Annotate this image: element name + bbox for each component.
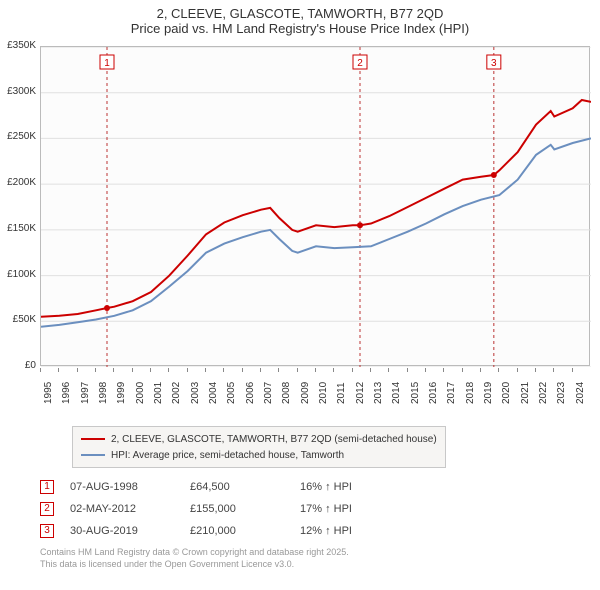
x-tick-label: 2020 [501, 382, 512, 404]
legend-label-hpi: HPI: Average price, semi-detached house,… [111, 450, 344, 461]
x-tick-label: 2002 [171, 382, 182, 404]
x-tick-label: 2019 [483, 382, 494, 404]
x-tick-label: 1996 [61, 382, 72, 404]
event-diff-2: 17% ↑ HPI [300, 503, 352, 515]
footer-line-1: Contains HM Land Registry data © Crown c… [40, 546, 580, 558]
x-tick-label: 1997 [80, 382, 91, 404]
x-tick-label: 2007 [263, 382, 274, 404]
y-tick-label: £0 [0, 360, 36, 371]
event-date-3: 30-AUG-2019 [70, 525, 190, 537]
x-tick-label: 2006 [245, 382, 256, 404]
event-marker-3: 3 [40, 524, 54, 538]
y-tick-label: £300K [0, 86, 36, 97]
y-tick-label: £350K [0, 40, 36, 51]
x-tick-label: 2009 [300, 382, 311, 404]
chart-titles: 2, CLEEVE, GLASCOTE, TAMWORTH, B77 2QD P… [0, 0, 600, 36]
x-tick-label: 2010 [318, 382, 329, 404]
event-marker-1: 1 [40, 480, 54, 494]
title-subtitle: Price paid vs. HM Land Registry's House … [0, 21, 600, 36]
event-date-1: 07-AUG-1998 [70, 481, 190, 493]
event-price-3: £210,000 [190, 525, 300, 537]
legend-row-hpi: HPI: Average price, semi-detached house,… [81, 447, 437, 463]
event-price-1: £64,500 [190, 481, 300, 493]
event-row-1: 1 07-AUG-1998 £64,500 16% ↑ HPI [40, 476, 570, 498]
x-tick-label: 2003 [190, 382, 201, 404]
x-tick-label: 2008 [281, 382, 292, 404]
legend-label-price: 2, CLEEVE, GLASCOTE, TAMWORTH, B77 2QD (… [111, 434, 437, 445]
x-tick-label: 1998 [98, 382, 109, 404]
svg-text:1: 1 [104, 58, 110, 69]
x-tick-label: 2014 [391, 382, 402, 404]
x-tick-label: 2012 [355, 382, 366, 404]
x-tick-label: 2024 [575, 382, 586, 404]
event-diff-1: 16% ↑ HPI [300, 481, 352, 493]
y-tick-label: £50K [0, 314, 36, 325]
x-tick-label: 2005 [226, 382, 237, 404]
x-tick-label: 2000 [135, 382, 146, 404]
legend-swatch-price [81, 438, 105, 440]
event-diff-3: 12% ↑ HPI [300, 525, 352, 537]
y-tick-label: £150K [0, 223, 36, 234]
events-table: 1 07-AUG-1998 £64,500 16% ↑ HPI 2 02-MAY… [40, 476, 570, 542]
x-tick-label: 2018 [465, 382, 476, 404]
event-row-3: 3 30-AUG-2019 £210,000 12% ↑ HPI [40, 520, 570, 542]
legend-row-price: 2, CLEEVE, GLASCOTE, TAMWORTH, B77 2QD (… [81, 431, 437, 447]
x-tick-label: 2021 [520, 382, 531, 404]
event-row-2: 2 02-MAY-2012 £155,000 17% ↑ HPI [40, 498, 570, 520]
chart-svg: 1 2 3 [41, 47, 591, 367]
x-tick-label: 2011 [336, 382, 347, 404]
legend: 2, CLEEVE, GLASCOTE, TAMWORTH, B77 2QD (… [72, 426, 446, 468]
svg-text:2: 2 [357, 58, 363, 69]
event-marker-2: 2 [40, 502, 54, 516]
y-tick-label: £200K [0, 177, 36, 188]
chart-plot: 1 2 3 [40, 46, 590, 366]
y-tick-label: £250K [0, 131, 36, 142]
x-tick-label: 2015 [410, 382, 421, 404]
x-tick-label: 2017 [446, 382, 457, 404]
x-tick-label: 1995 [43, 382, 54, 404]
y-tick-label: £100K [0, 269, 36, 280]
legend-swatch-hpi [81, 454, 105, 456]
x-tick-label: 2023 [556, 382, 567, 404]
svg-text:3: 3 [491, 58, 497, 69]
x-tick-label: 2016 [428, 382, 439, 404]
x-tick-label: 2022 [538, 382, 549, 404]
x-tick-label: 2001 [153, 382, 164, 404]
x-tick-label: 1999 [116, 382, 127, 404]
footer: Contains HM Land Registry data © Crown c… [40, 546, 580, 570]
x-axis-labels: 1995 1996 1997 1998 1999 2000 2001 2002 2003 2004… [40, 368, 590, 428]
x-tick-label: 2004 [208, 382, 219, 404]
event-date-2: 02-MAY-2012 [70, 503, 190, 515]
footer-line-2: This data is licensed under the Open Gov… [40, 558, 580, 570]
x-tick-label: 2013 [373, 382, 384, 404]
event-price-2: £155,000 [190, 503, 300, 515]
title-address: 2, CLEEVE, GLASCOTE, TAMWORTH, B77 2QD [0, 6, 600, 21]
